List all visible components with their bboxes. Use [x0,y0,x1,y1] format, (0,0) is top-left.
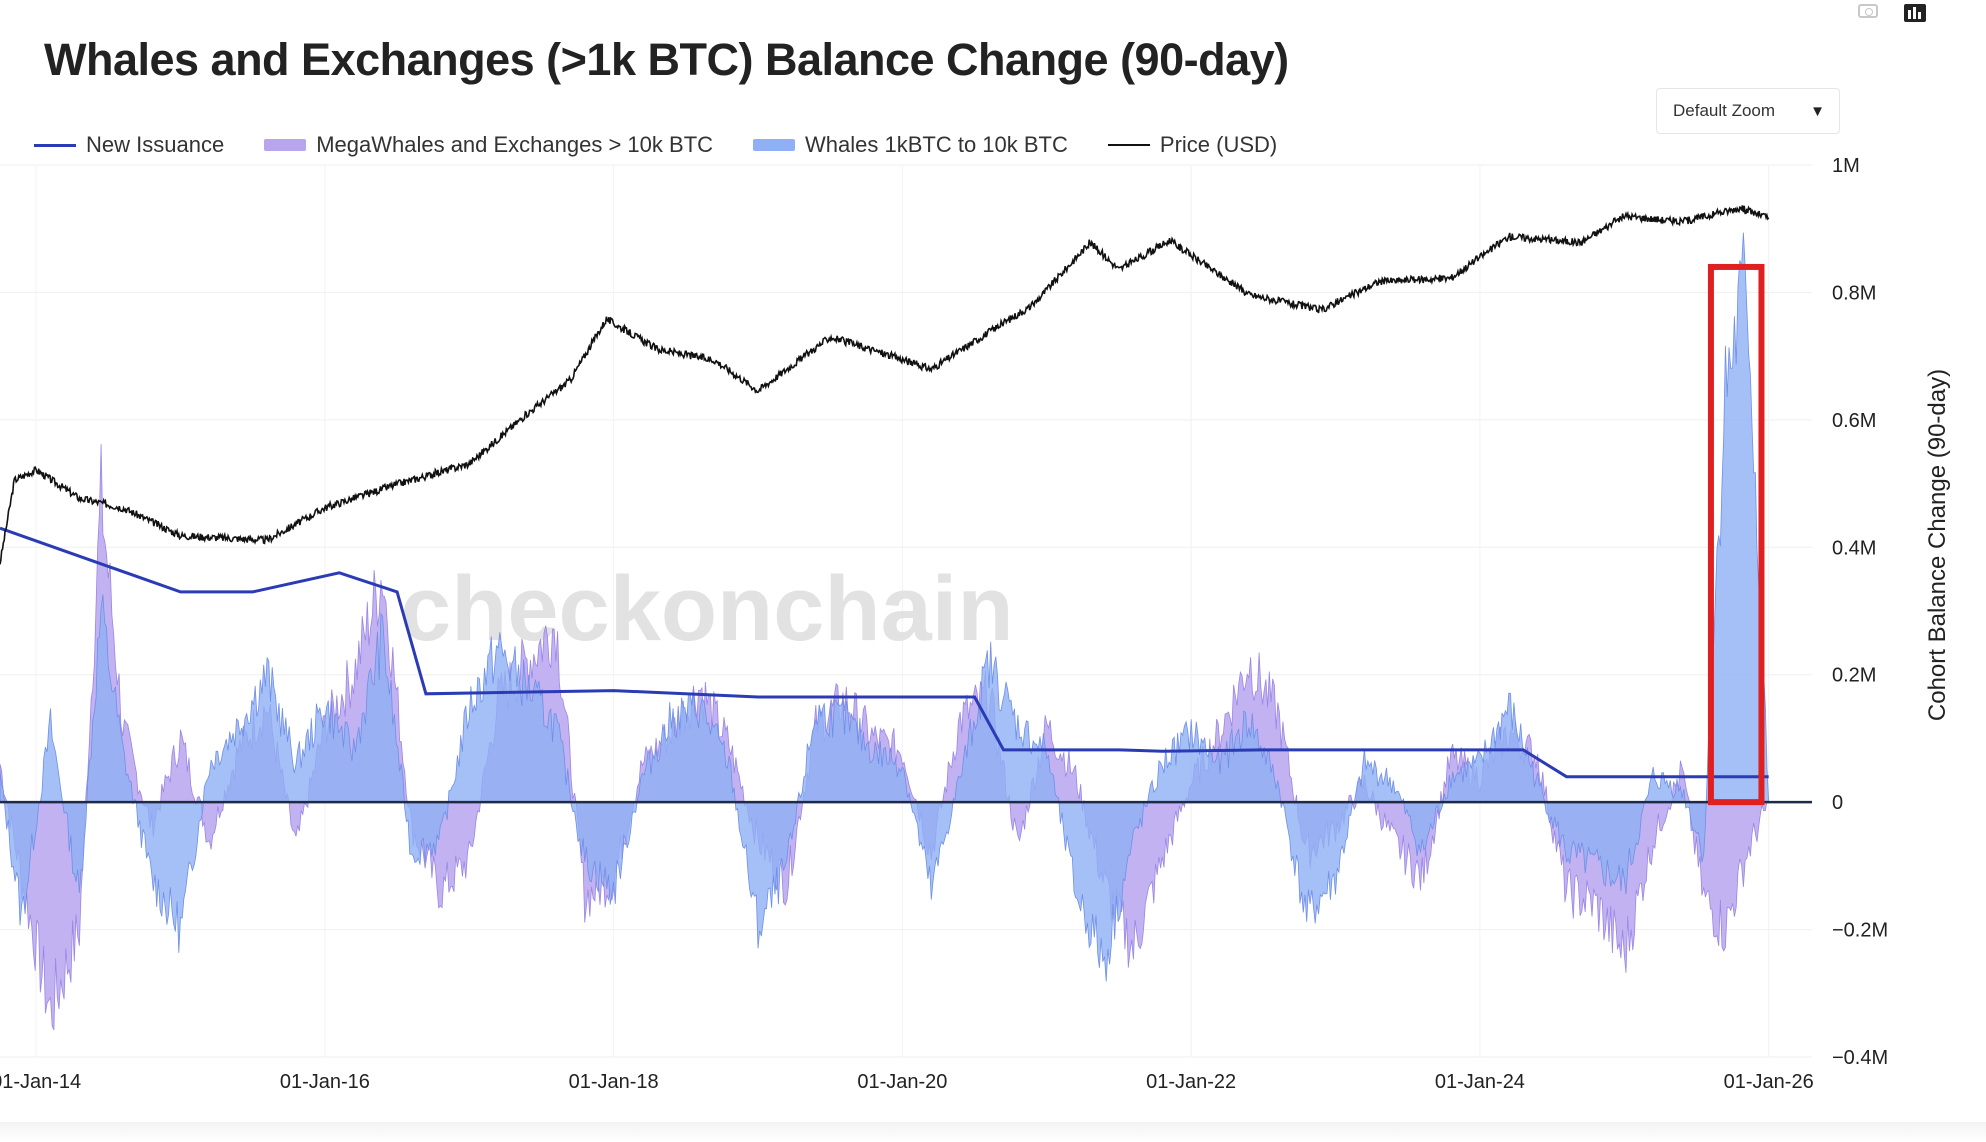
x-tick-label: 01-Jan-14 [0,1071,81,1093]
page-title: Whales and Exchanges (>1k BTC) Balance C… [44,34,1289,85]
x-tick-label: 01-Jan-16 [280,1071,370,1093]
y-tick-label: 0.4M [1832,537,1876,559]
legend-item-megawhales[interactable]: MegaWhales and Exchanges > 10k BTC [264,132,713,158]
legend-label: New Issuance [86,132,225,157]
x-tick-label: 01-Jan-24 [1435,1071,1525,1093]
watermark: checkonchain [400,558,1014,660]
y-tick-label: 0 [1832,792,1843,814]
legend-label: MegaWhales and Exchanges > 10k BTC [316,132,714,157]
y-tick-label: −0.2M [1832,920,1888,942]
chart-legend: New Issuance MegaWhales and Exchanges > … [34,128,1317,162]
camera-icon[interactable] [1858,4,1878,18]
series-line-new-issuance [0,526,1769,779]
legend-swatch-whales [753,139,796,151]
series-line-price [0,205,1770,565]
legend-label: Whales 1kBTC to 10k BTC [805,132,1068,157]
x-tick-label: 01-Jan-26 [1724,1071,1814,1093]
series-area-megawhales [0,444,1770,1031]
legend-swatch-megawhales [264,139,307,151]
chevron-down-icon: ▼ [1810,102,1825,120]
highlight-box [1707,263,1765,806]
legend-swatch-price [1107,144,1150,146]
zoom-dropdown[interactable]: Default Zoom ▼ [1656,88,1840,134]
legend-item-whales[interactable]: Whales 1kBTC to 10k BTC [753,132,1068,158]
y-tick-label: 0.2M [1832,665,1876,687]
y-tick-label: −0.4M [1832,1047,1888,1069]
zoom-label: Default Zoom [1673,101,1776,120]
x-tick-label: 01-Jan-20 [857,1071,947,1093]
y-tick-label: 0.6M [1832,410,1876,432]
y-tick-label: 1M [1832,155,1860,177]
legend-item-price[interactable]: Price (USD) [1107,132,1278,158]
legend-swatch-issuance [34,143,76,147]
footer-shadow [0,1122,1986,1142]
y-axis-label: Cohort Balance Change (90-day) [1924,369,1951,721]
legend-item-new-issuance[interactable]: New Issuance [34,132,224,158]
series-area-whales [0,232,1770,982]
x-tick-label: 01-Jan-18 [569,1071,659,1093]
x-tick-label: 01-Jan-22 [1146,1071,1236,1093]
bar-chart-icon[interactable] [1904,4,1926,22]
legend-label: Price (USD) [1159,132,1278,157]
y-tick-label: 0.8M [1832,282,1876,304]
